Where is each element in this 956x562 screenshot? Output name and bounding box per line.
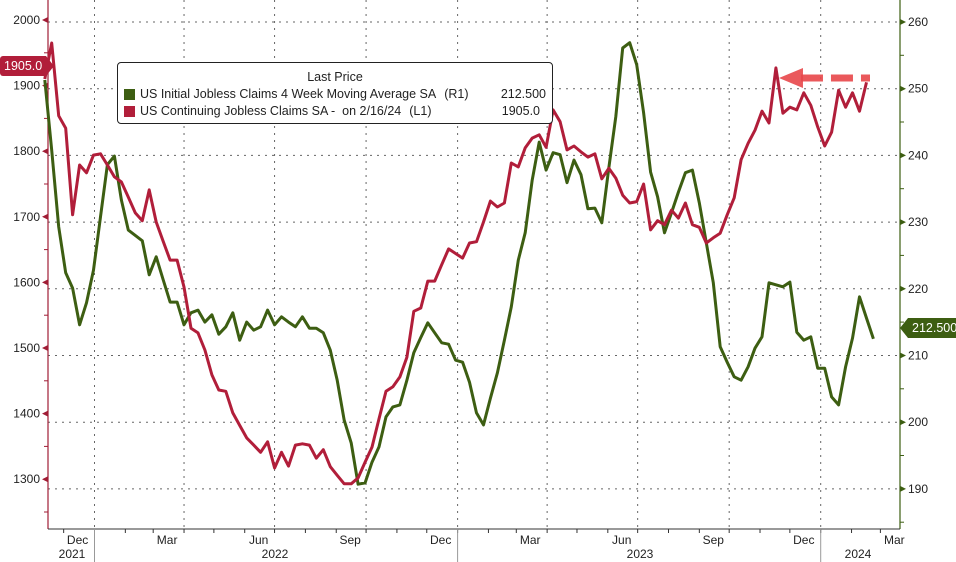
left-axis-tick-label: 1900	[13, 79, 40, 93]
x-axis-month-label: Jun	[612, 533, 631, 547]
legend-swatch-green	[124, 88, 135, 100]
legend-label: US Initial Jobless Claims 4 Week Moving …	[140, 87, 437, 101]
left-axis-tick	[42, 476, 48, 483]
x-axis-year-label: 2021	[59, 547, 86, 561]
legend-axis: (R1)	[444, 87, 469, 101]
legend-title: Last Price	[307, 70, 363, 84]
legend-axis: (L1)	[409, 104, 432, 118]
right-axis-tick	[900, 152, 906, 159]
right-axis-tick	[900, 85, 906, 92]
x-axis-month-label: Mar	[157, 533, 178, 547]
x-axis-month-label: Dec	[67, 533, 88, 547]
left-axis-tick-label: 1600	[13, 275, 40, 289]
series-line-continuing-claims	[43, 41, 868, 486]
right-axis-tick	[900, 419, 906, 426]
right-axis-tick-label: 200	[908, 415, 928, 429]
legend-label: US Continuing Jobless Claims SA - on 2/1…	[140, 104, 402, 118]
x-axis-month-label: Sep	[703, 533, 725, 547]
x-axis-month-label: Sep	[339, 533, 361, 547]
series-line-initial-claims	[43, 41, 875, 486]
right-axis-tick-label: 220	[908, 282, 928, 296]
x-axis-month-label: Dec	[430, 533, 451, 547]
left-axis-tick	[42, 148, 48, 155]
legend-entry-initial-claims: US Initial Jobless Claims 4 Week Moving …	[124, 86, 546, 102]
annotation-arrow-head-icon	[778, 68, 803, 88]
left-axis-tick-label: 1400	[13, 407, 40, 421]
right-axis-tick	[900, 352, 906, 359]
right-axis-tick	[900, 19, 906, 25]
right-axis-tick	[900, 219, 906, 226]
x-axis-month-label: Jun	[249, 533, 268, 547]
left-axis-tick-label: 1800	[13, 144, 40, 158]
last-price-tag-left: 1905.0	[0, 56, 54, 76]
x-axis-month-label: Mar	[520, 533, 541, 547]
right-axis-tick-label: 240	[908, 148, 928, 162]
right-axis-tick-label: 250	[908, 82, 928, 96]
x-axis-year-label: 2023	[627, 547, 654, 561]
left-axis-tick-label: 1500	[13, 341, 40, 355]
x-axis-year-label: 2022	[262, 547, 289, 561]
legend-last-value: 212.500	[500, 87, 546, 101]
left-axis-tick	[42, 213, 48, 220]
left-axis-tick-label: 1300	[13, 472, 40, 486]
legend-last-value: 1905.0	[501, 104, 540, 118]
x-axis-year-label: 2024	[845, 547, 872, 561]
legend-swatch-red	[124, 105, 135, 117]
right-axis-tick-label: 190	[908, 482, 928, 496]
right-axis-tick-label: 230	[908, 215, 928, 229]
right-axis-tick	[900, 285, 906, 292]
right-axis-tick	[900, 485, 906, 492]
left-axis-tick	[42, 17, 48, 23]
legend-entry-continuing-claims: US Continuing Jobless Claims SA - on 2/1…	[124, 103, 546, 119]
right-axis-tick-label: 210	[908, 349, 928, 363]
left-axis-tick-label: 1700	[13, 210, 40, 224]
x-axis-month-label: Dec	[793, 533, 814, 547]
left-axis-tick	[42, 279, 48, 286]
right-axis-tick-label: 260	[908, 15, 928, 29]
left-axis-tick	[42, 410, 48, 417]
legend: Last Price US Initial Jobless Claims 4 W…	[117, 62, 553, 124]
left-axis-tick	[42, 345, 48, 351]
x-axis-month-label: Mar	[884, 533, 905, 547]
last-price-tag-right: 212.500	[900, 318, 956, 338]
left-axis-tick-label: 2000	[13, 13, 40, 27]
